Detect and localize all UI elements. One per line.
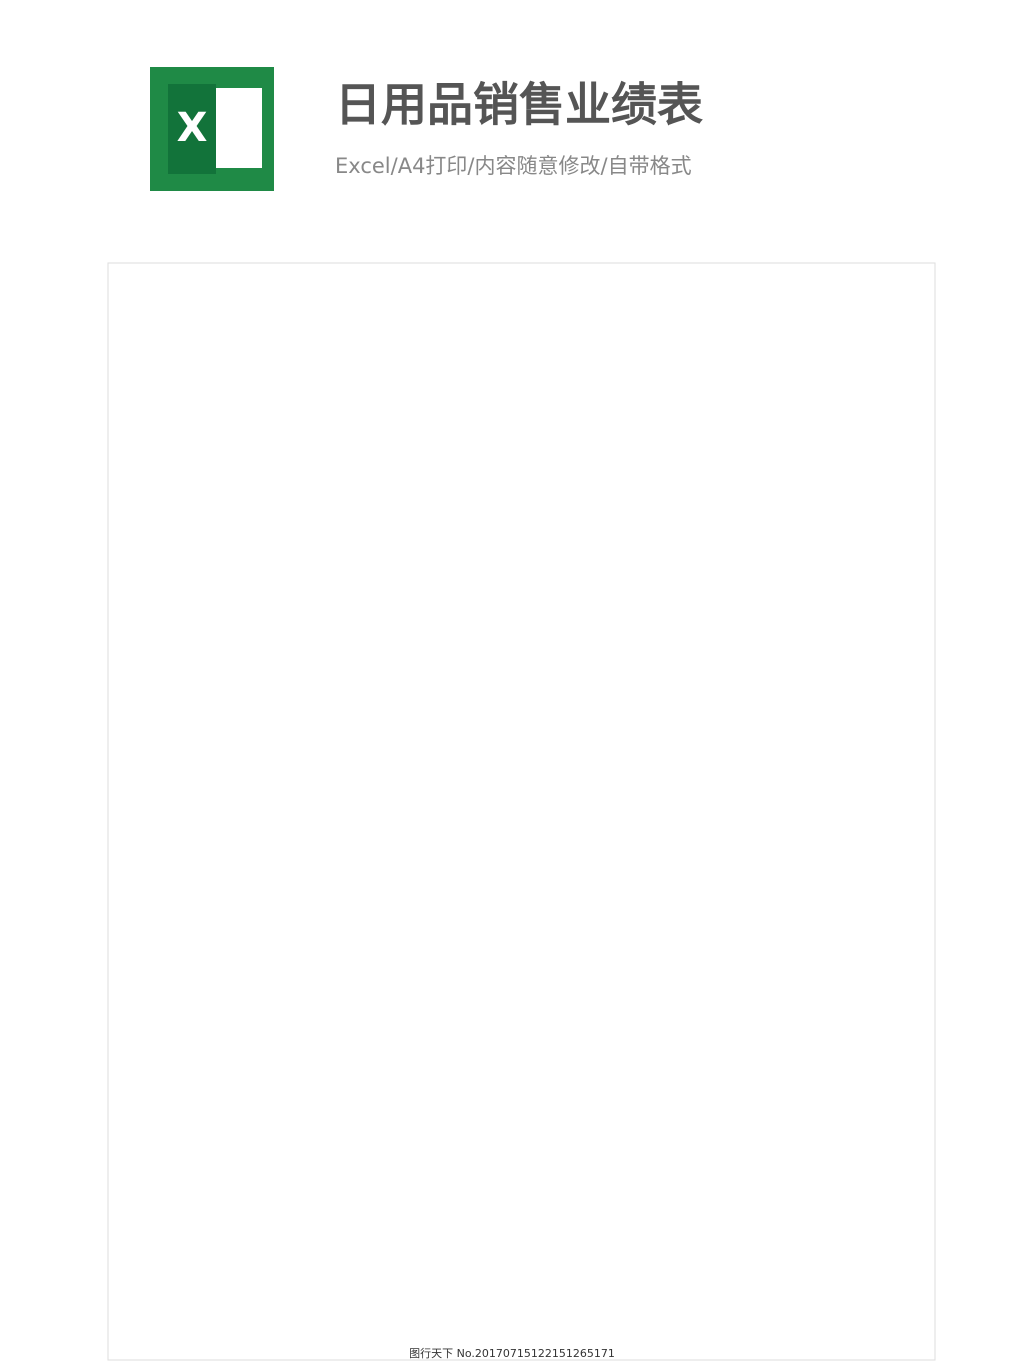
footer: 图行天下 No.20170715122151265171 — [409, 1347, 615, 1360]
icon-sheet — [212, 88, 262, 168]
icon-cover — [168, 84, 216, 174]
sheet-frame — [107, 262, 936, 1361]
page-title: 日用品销售业绩表 — [335, 78, 703, 132]
page-subtitle: Excel/A4打印/内容随意修改/自带格式 — [335, 154, 692, 178]
icon-letter: X — [177, 105, 208, 151]
